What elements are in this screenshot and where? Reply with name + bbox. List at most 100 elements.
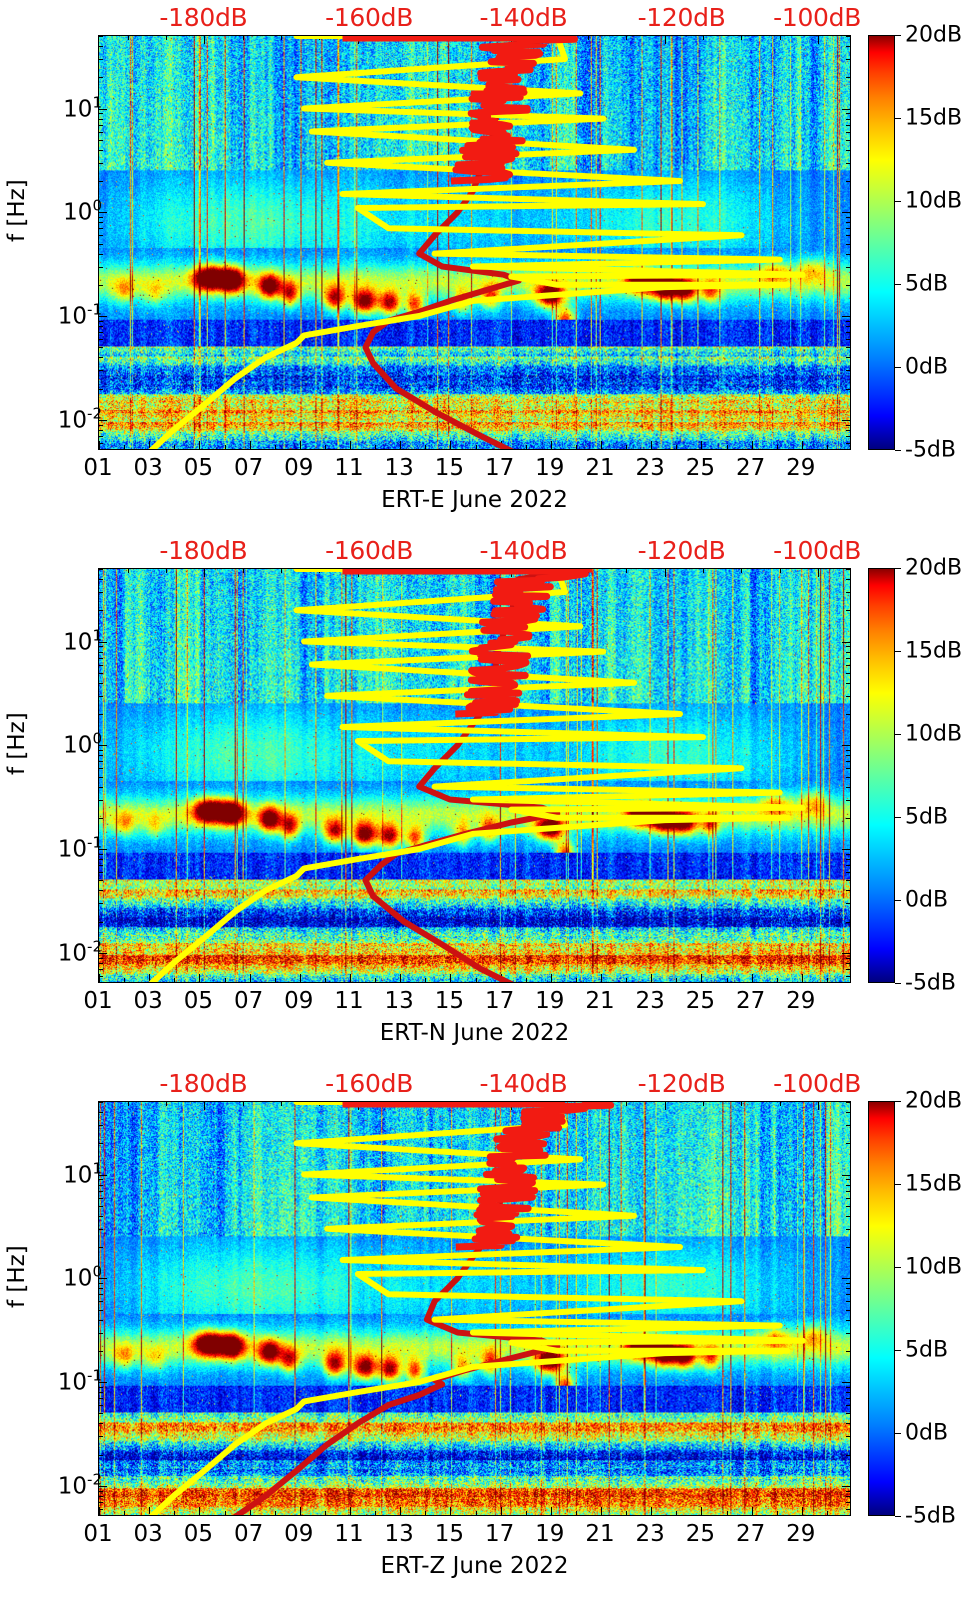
colorbar-tick	[895, 900, 901, 901]
colorbar-tick	[895, 284, 901, 285]
y-tick-exponent: 1	[92, 1159, 102, 1178]
y-axis-tick	[846, 217, 850, 218]
x-axis-tick	[550, 974, 552, 982]
y-axis-tick	[846, 1508, 850, 1510]
y-axis-tick	[99, 610, 103, 612]
y-axis-tick	[846, 1301, 850, 1303]
y-tick-mantissa: 10	[57, 1369, 88, 1396]
y-tick-mantissa: 10	[57, 836, 88, 863]
top-axis-tick	[703, 36, 705, 40]
y-axis-tick	[99, 1288, 103, 1290]
top-axis-tick	[626, 1102, 628, 1106]
top-axis-tick	[281, 1102, 283, 1106]
top-axis-tick	[741, 36, 743, 40]
top-axis-tick	[587, 1102, 589, 1106]
y-axis-tick	[99, 1112, 103, 1114]
x-axis-tick-label: 23	[635, 1521, 665, 1547]
y-axis-tick	[846, 682, 850, 684]
colorbar-tick-label: 15dB	[905, 105, 962, 131]
y-axis-tick	[846, 284, 850, 286]
y-axis-tick	[846, 890, 850, 892]
y-axis-tick	[99, 212, 107, 214]
y-axis-tick	[846, 975, 850, 977]
y-axis-tick-label: 10-1	[58, 301, 102, 330]
y-axis-tick	[846, 880, 850, 882]
y-axis-tick	[99, 124, 103, 126]
x-axis-tick	[475, 1511, 477, 1515]
y-axis-tick	[99, 1247, 103, 1249]
colorbar-tick-label: 15dB	[905, 638, 962, 664]
colorbar-tick	[895, 817, 901, 818]
x-axis-tick	[149, 974, 151, 982]
y-axis-tick	[846, 118, 850, 120]
x-axis-tick-label: 27	[735, 988, 766, 1014]
top-axis-tick	[472, 1102, 474, 1106]
x-axis-tick-label: 01	[83, 1521, 113, 1547]
y-axis-tick	[846, 592, 850, 594]
y-axis-tick	[99, 1386, 103, 1388]
y-axis-tick	[99, 1179, 103, 1181]
y-axis-tick	[99, 316, 107, 318]
x-axis-tick	[124, 1511, 126, 1515]
y-axis-tick	[846, 1495, 850, 1497]
y-axis-tick	[99, 1398, 103, 1400]
y-axis-tick-label: 10-1	[58, 834, 102, 863]
top-axis-tick	[281, 569, 283, 573]
x-axis-tick	[575, 978, 577, 982]
y-axis-tick	[99, 872, 103, 874]
y-axis-tick	[842, 1174, 850, 1176]
spectrogram-panel-ert-z: -180dB -160dB -140dB -120dB -100dB 101 100 10-1…	[0, 1066, 962, 1599]
colorbar-tick-label: 20dB	[905, 22, 962, 48]
x-axis-tick	[350, 441, 351, 449]
y-axis-tick	[99, 131, 103, 133]
colorbar-tick	[895, 1184, 901, 1185]
y-axis-tick	[99, 320, 103, 322]
top-axis-tick-label: -100dB	[773, 3, 862, 32]
x-axis-tick-label: 15	[434, 1521, 465, 1547]
x-axis-tick-label: 27	[735, 455, 766, 481]
y-axis-tick	[846, 1386, 850, 1388]
y-axis-tick	[846, 755, 850, 757]
y-axis-tick	[99, 817, 103, 819]
y-axis-tick	[99, 1319, 103, 1321]
y-axis-tick	[99, 1228, 103, 1230]
x-axis-tick	[324, 978, 326, 982]
y-tick-exponent: 0	[92, 196, 102, 215]
y-axis-tick	[846, 957, 850, 959]
y-axis-tick	[846, 1125, 850, 1127]
x-axis-tick-label: 15	[434, 988, 465, 1014]
colorbar-tick-label: 5dB	[905, 804, 949, 830]
y-axis-tick	[99, 682, 103, 684]
y-axis-tick	[846, 320, 850, 322]
top-axis-tick	[396, 36, 398, 40]
y-axis-tick	[846, 962, 850, 964]
y-axis-tick	[846, 1288, 850, 1290]
x-axis-tick-label: 13	[384, 1521, 414, 1547]
top-axis-tick	[434, 36, 436, 40]
x-axis-tick	[826, 978, 828, 982]
y-axis-tick	[99, 968, 103, 970]
top-axis-tick	[166, 36, 168, 40]
x-axis-tick-label: 15	[434, 455, 465, 481]
x-axis-tick-label: 27	[735, 1521, 766, 1547]
x-axis-tick-label: 25	[685, 988, 716, 1014]
y-axis-tick	[99, 1485, 107, 1487]
spectrogram-image	[99, 36, 850, 449]
y-axis-tick	[99, 388, 103, 390]
y-tick-mantissa: 10	[63, 628, 93, 655]
x-axis-tick	[676, 1511, 678, 1515]
colorbar-tick-label: -5dB	[905, 970, 956, 996]
y-axis-tick	[99, 424, 103, 426]
top-axis-tick	[779, 36, 781, 40]
top-axis-tick-label: -120dB	[637, 3, 726, 32]
top-axis-tick	[242, 36, 244, 40]
y-axis-tick	[842, 212, 850, 214]
y-axis-tick	[846, 1102, 850, 1103]
top-axis-tick	[664, 1102, 666, 1110]
top-axis-tick	[357, 36, 359, 44]
x-axis-tick	[525, 978, 527, 982]
x-axis-tick	[425, 445, 427, 449]
y-axis-tick-label: 100	[63, 1263, 102, 1292]
y-axis-tick	[99, 859, 103, 861]
y-axis-tick	[846, 228, 850, 230]
